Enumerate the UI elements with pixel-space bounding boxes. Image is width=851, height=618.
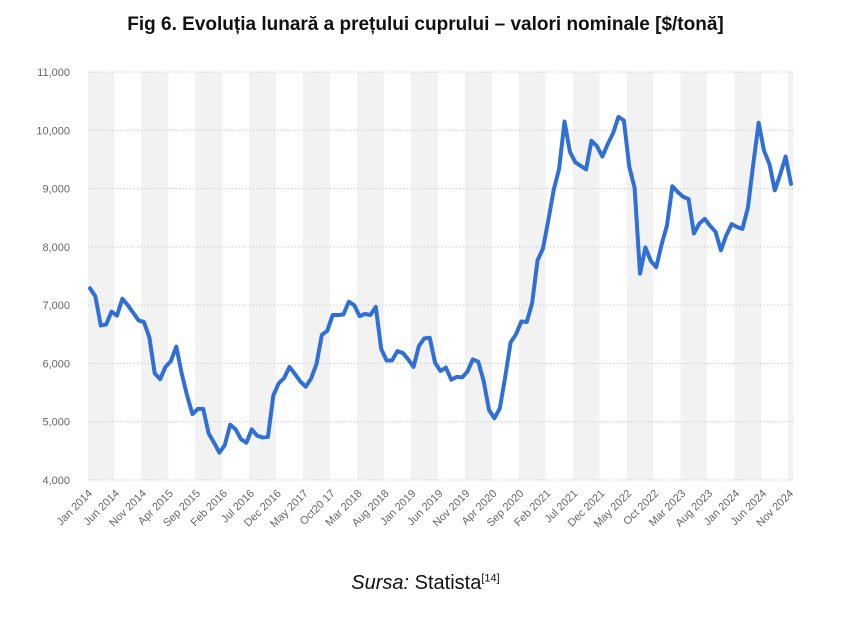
- source-prefix: Sursa:: [351, 572, 410, 594]
- y-tick-label: 4,000: [42, 475, 70, 487]
- band: [141, 72, 169, 480]
- y-tick-label: 11,000: [37, 67, 70, 79]
- band: [626, 72, 654, 480]
- y-tick-label: 7,000: [42, 300, 70, 312]
- alternating-bands: [88, 72, 793, 480]
- y-tick-label: 9,000: [42, 184, 70, 196]
- series-line-copper-price: [88, 114, 793, 455]
- band: [788, 72, 793, 480]
- band: [518, 72, 546, 480]
- band: [195, 72, 223, 480]
- source-name: Statista: [414, 572, 482, 594]
- y-tick-label: 8,000: [42, 242, 70, 254]
- band: [88, 72, 115, 480]
- band: [302, 72, 330, 480]
- band: [356, 72, 384, 480]
- band: [410, 72, 438, 480]
- chart-title: Fig 6. Evoluția lunară a prețului cuprul…: [127, 14, 724, 35]
- source-caption: Sursa: Statista[14]: [0, 572, 851, 595]
- y-tick-label: 5,000: [42, 417, 70, 429]
- band: [680, 72, 708, 480]
- y-axis-tick-labels: 4,000 5,000 6,000 7,000 8,000 9,000 10,000 11,0…: [36, 67, 70, 487]
- y-tick-label: 6,000: [42, 358, 70, 370]
- band: [464, 72, 492, 480]
- y-tick-label: 10,000: [36, 125, 70, 137]
- band: [572, 72, 600, 480]
- source-reference: [14]: [481, 572, 500, 585]
